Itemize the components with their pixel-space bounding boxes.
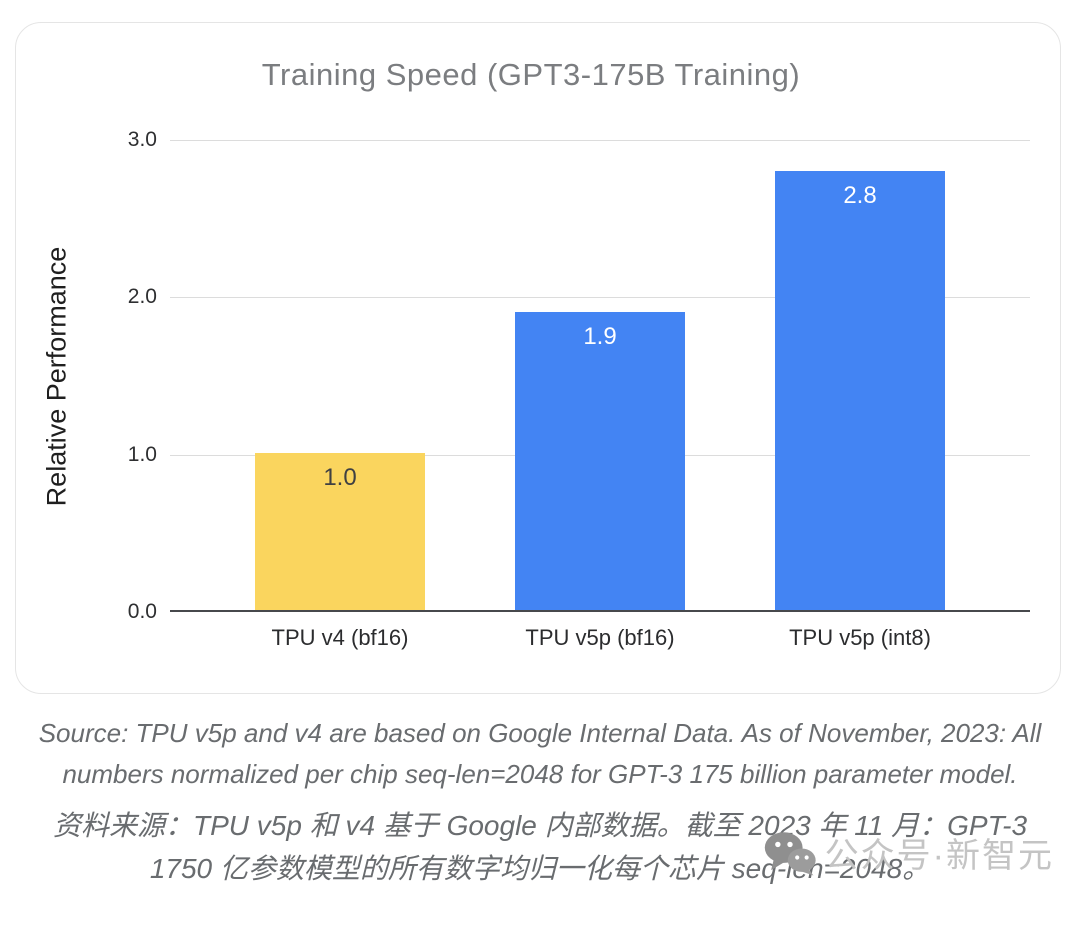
y-axis-ticks: 3.0 2.0 1.0 0.0 [82,128,170,623]
x-axis-label: TPU v4 (bf16) [271,625,409,650]
bar-value-label: 1.9 [583,323,617,351]
x-axis-labels: TPU v4 (bf16) TPU v5p (bf16) TPU v5p (int8… [170,625,1030,651]
bars-container: 1.0 1.9 2.8 [170,140,1030,610]
bar-value-label: 2.8 [843,182,877,210]
x-axis-label: TPU v5p (int8) [789,625,931,650]
source-caption-zh: 资料来源：TPU v5p 和 v4 基于 Google 内部数据。截至 2023… [52,810,1028,884]
chart-title: Training Speed (GPT3-175B Training) [261,57,801,92]
bar-TPU v5p (bf16): 1.9 [515,312,685,610]
bar-TPU v5p (int8): 2.8 [775,171,945,610]
source-caption-zh-wrap: 资料来源：TPU v5p 和 v4 基于 Google 内部数据。截至 2023… [0,804,1080,890]
y-tick-2: 2.0 [127,285,157,309]
gridline-2 [170,297,1030,299]
source-caption-en: Source: TPU v5p and v4 are based on Goog… [38,718,1042,789]
bar-value-label: 1.0 [323,464,357,492]
gridline-3 [170,140,1030,141]
chart-area: Relative Performance 3.0 2.0 1.0 0.0 1.0… [32,128,1030,651]
y-tick-1: 1.0 [127,442,157,466]
chart-card: Training Speed (GPT3-175B Training) Rela… [15,22,1061,694]
y-tick-0: 0.0 [127,600,157,623]
plot-area: 1.0 1.9 2.8 [170,140,1030,612]
y-axis-title-wrap: Relative Performance [32,140,82,612]
bar-TPU v4 (bf16): 1.0 [255,453,425,610]
y-axis-title: Relative Performance [41,246,72,506]
y-tick-3: 3.0 [127,128,157,151]
x-axis-line [170,610,1030,612]
x-axis-label: TPU v5p (bf16) [525,625,675,650]
